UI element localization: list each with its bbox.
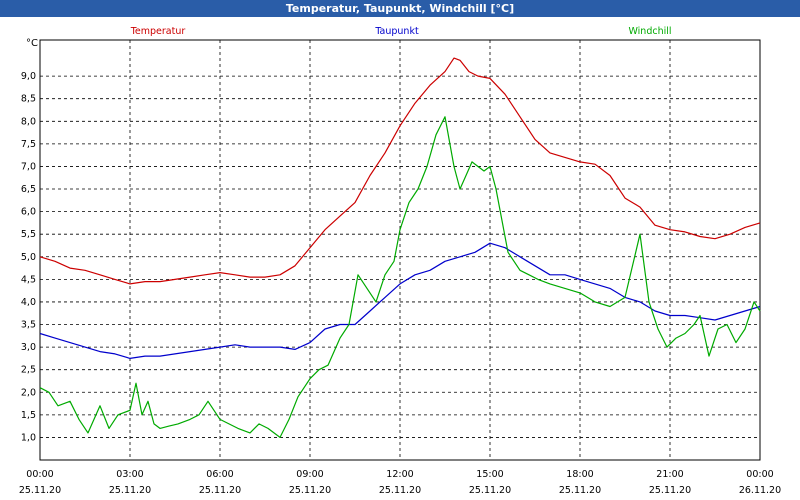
legend-windchill: Windchill xyxy=(628,26,671,37)
y-tick-label: 9,0 xyxy=(21,71,36,82)
x-tick-date: 26.11.20 xyxy=(739,485,781,496)
x-tick-time: 18:00 xyxy=(566,469,593,480)
x-tick-time: 06:00 xyxy=(206,469,233,480)
x-tick-time: 00:00 xyxy=(746,469,773,480)
x-tick-date: 25.11.20 xyxy=(289,485,331,496)
y-tick-label: 1,5 xyxy=(21,410,36,421)
series-line-temperatur xyxy=(39,57,761,285)
y-tick-label: 2,0 xyxy=(21,387,36,398)
x-tick-date: 25.11.20 xyxy=(559,485,601,496)
x-tick-date: 25.11.20 xyxy=(109,485,151,496)
x-tick-date: 25.11.20 xyxy=(379,485,421,496)
y-tick-label: 7,5 xyxy=(21,139,36,150)
y-tick-label: 2,5 xyxy=(21,365,36,376)
x-tick-time: 15:00 xyxy=(476,469,503,480)
x-tick-time: 03:00 xyxy=(116,469,143,480)
y-tick-label: 6,5 xyxy=(21,184,36,195)
x-tick-date: 25.11.20 xyxy=(649,485,691,496)
legend-temperatur: Temperatur xyxy=(130,26,186,37)
x-tick-date: 25.11.20 xyxy=(199,485,241,496)
y-tick-label: 8,0 xyxy=(21,116,36,127)
x-tick-time: 00:00 xyxy=(26,469,53,480)
chart-title: Temperatur, Taupunkt, Windchill [°C] xyxy=(0,0,800,17)
legend-taupunkt: Taupunkt xyxy=(374,26,419,37)
y-tick-label: 4,0 xyxy=(21,297,36,308)
x-tick-time: 21:00 xyxy=(656,469,683,480)
x-tick-date: 25.11.20 xyxy=(469,485,511,496)
y-tick-label: 1,0 xyxy=(21,432,36,443)
series-line-windchill xyxy=(39,116,761,438)
y-tick-label: 3,0 xyxy=(21,342,36,353)
y-tick-label: 6,0 xyxy=(21,207,36,218)
x-tick-time: 09:00 xyxy=(296,469,323,480)
y-tick-label: 7,0 xyxy=(21,161,36,172)
x-tick-date: 25.11.20 xyxy=(19,485,61,496)
x-tick-time: 12:00 xyxy=(386,469,413,480)
y-axis-unit-label: °C xyxy=(26,38,38,49)
y-tick-label: 4,5 xyxy=(21,274,36,285)
y-tick-label: 3,5 xyxy=(21,320,36,331)
y-tick-label: 5,0 xyxy=(21,252,36,263)
series-line-taupunkt xyxy=(39,242,761,359)
y-tick-label: 5,5 xyxy=(21,229,36,240)
y-tick-label: 8,5 xyxy=(21,94,36,105)
